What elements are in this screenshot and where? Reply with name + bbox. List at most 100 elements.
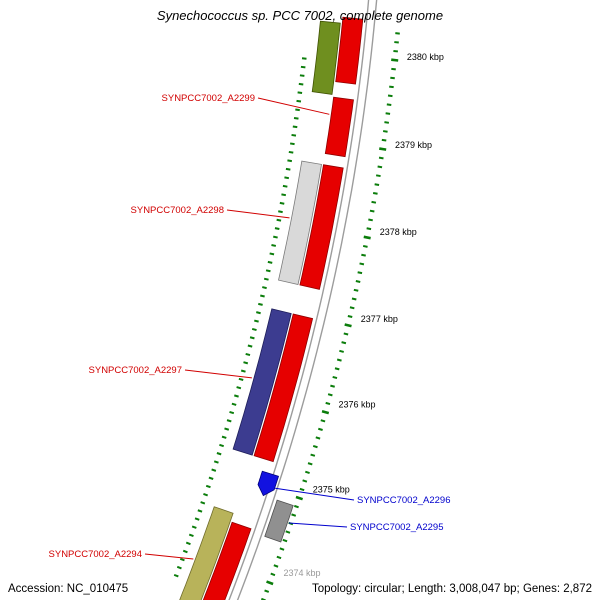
ruler-minor-tick [372, 192, 378, 195]
ruler-minor-tick [347, 315, 353, 318]
ruler-minor-tick [366, 227, 372, 231]
gene-a2294-khaki[interactable] [179, 506, 234, 600]
inner-ring-tick [288, 150, 294, 154]
inner-ring-tick [291, 133, 297, 137]
ruler-minor-tick [279, 547, 285, 551]
status-accession: Accession: NC_010475 [8, 583, 129, 595]
gene-label-synpcc7002-a2299[interactable]: SYNPCC7002_A2299 [162, 93, 255, 104]
tick-label: 2376 kbp [339, 400, 376, 410]
ruler-minor-tick [334, 367, 340, 371]
inner-ring-tick [262, 286, 267, 290]
ruler-minor-tick [390, 76, 395, 80]
gene-label-synpcc7002-a2297[interactable]: SYNPCC7002_A2297 [89, 365, 182, 376]
gene-label-synpcc7002-a2294[interactable]: SYNPCC7002_A2294 [49, 549, 142, 560]
ruler-minor-tick [395, 32, 400, 35]
ruler-minor-tick [343, 332, 349, 336]
ruler-minor-tick [305, 470, 310, 475]
gene-a2297-navy[interactable] [232, 308, 292, 456]
status-bar: Accession: NC_010475 Topology: circular;… [0, 583, 600, 595]
gene-a2295-gray[interactable] [264, 499, 294, 543]
inner-ring-tick [229, 410, 235, 415]
inner-ring-tick [289, 142, 295, 146]
ruler-minor-tick [276, 555, 282, 560]
inner-ring-tick [260, 294, 265, 298]
ruler-minor-tick [327, 393, 333, 397]
page-title: Synechococcus sp. PCC 7002, complete gen… [156, 8, 444, 23]
ruler-minor-tick [361, 253, 366, 257]
ruler-minor-tick [384, 121, 390, 124]
ruler-minor-tick [357, 271, 363, 275]
inner-ring-tick [203, 493, 209, 497]
inner-ring-tick [200, 501, 206, 505]
ruler-minor-tick [332, 375, 338, 380]
ruler-minor-tick [325, 401, 331, 406]
tick-label: 2374 kbp [284, 568, 321, 578]
inner-ring-tick [263, 277, 269, 281]
inner-ring-tick [301, 57, 307, 60]
tick-label: 2378 kbp [380, 227, 417, 237]
gene-upstream-olive[interactable] [311, 20, 341, 95]
ruler-minor-tick [270, 572, 276, 577]
inner-ring-tick [279, 201, 285, 205]
inner-ring-tick [287, 159, 293, 163]
inner-ring-tick [269, 252, 275, 256]
inner-ring-tick [231, 402, 237, 406]
ruler-major-tick [344, 323, 352, 328]
inner-ring-tick [224, 427, 230, 431]
gene-a2297-red[interactable] [253, 313, 314, 463]
ruler-minor-tick [353, 288, 359, 292]
ruler-minor-tick [393, 49, 398, 53]
gene-a2298-gray[interactable] [278, 160, 322, 285]
inner-ring-tick [271, 244, 277, 247]
gene-a2299-red[interactable] [324, 96, 354, 158]
ruler-major-tick [321, 410, 330, 415]
gene-label-synpcc7002-a2296[interactable]: SYNPCC7002_A2296 [357, 495, 450, 506]
ruler-minor-tick [368, 218, 373, 222]
ruler-minor-tick [378, 156, 384, 160]
ruler-minor-tick [374, 183, 380, 186]
ruler-minor-tick [307, 462, 313, 466]
tick-label: 2377 kbp [361, 314, 398, 324]
ruler-minor-tick [355, 280, 361, 283]
inner-ring-tick [274, 227, 280, 231]
ruler-minor-tick [369, 209, 375, 213]
ruler-major-tick [363, 235, 371, 240]
inner-ring-tick [173, 573, 179, 578]
inner-ring-tick [295, 108, 300, 112]
inner-ring-tick [296, 99, 302, 103]
gene-label-synpcc7002-a2295-leader-line [288, 522, 348, 528]
inner-ring-tick [194, 517, 200, 521]
inner-ring-tick [213, 460, 219, 464]
gene-label-synpcc7002-a2298-leader-line [226, 209, 290, 219]
gene-a2294-red[interactable] [200, 521, 252, 600]
ruler-major-tick [379, 147, 387, 151]
ruler-minor-tick [362, 244, 368, 248]
inner-ring-tick [205, 484, 211, 489]
inner-ring-tick [292, 125, 298, 129]
gene-a2298-red[interactable] [299, 164, 344, 290]
ruler-minor-tick [381, 138, 387, 142]
ruler-minor-tick [359, 262, 365, 266]
inner-ring-tick [188, 533, 194, 537]
gene-a2296-blue[interactable] [257, 470, 279, 497]
inner-ring-tick [278, 210, 283, 214]
ruler-minor-tick [310, 453, 316, 457]
tick-label: 2379 kbp [395, 140, 432, 150]
ruler-major-tick [266, 580, 274, 586]
gene-upstream-red[interactable] [335, 16, 364, 85]
ruler-minor-tick [351, 297, 357, 301]
inner-ring-tick [276, 218, 282, 222]
gene-label-synpcc7002-a2298[interactable]: SYNPCC7002_A2298 [131, 205, 224, 216]
inner-ring-tick [265, 269, 271, 273]
ruler-minor-tick [312, 444, 318, 449]
ruler-minor-tick [386, 103, 392, 106]
ruler-minor-tick [394, 41, 399, 44]
ruler-minor-tick [285, 530, 291, 534]
ruler-minor-tick [377, 165, 383, 169]
ruler-minor-tick [282, 538, 288, 543]
gene-label-synpcc7002-a2294-leader-line [144, 553, 194, 560]
ruler-minor-tick [382, 130, 388, 133]
inner-ring-tick [245, 352, 251, 357]
gene-label-synpcc7002-a2295[interactable]: SYNPCC7002_A2295 [350, 522, 443, 533]
